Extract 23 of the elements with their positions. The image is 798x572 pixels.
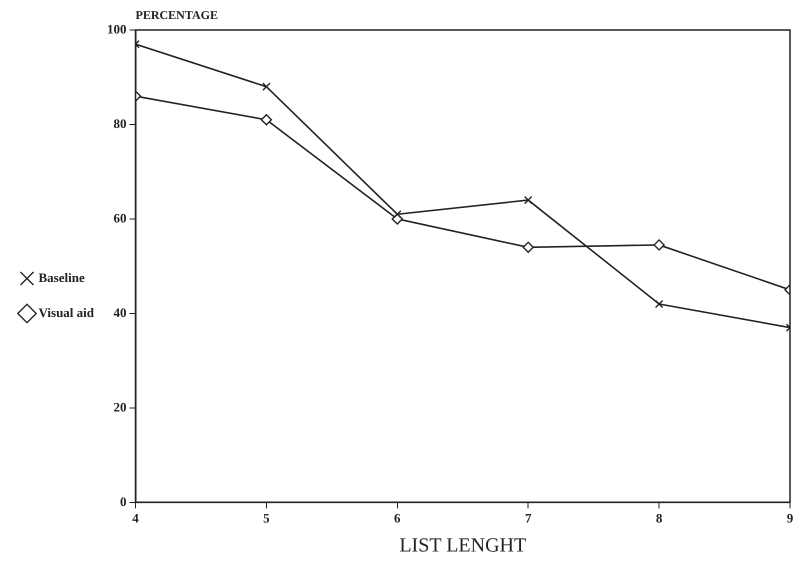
x-tick-label: 5 <box>263 510 270 526</box>
point <box>524 196 532 204</box>
x-tick-label: 6 <box>394 510 402 526</box>
y-tick-label: 40 <box>114 304 127 320</box>
x-tick-label: 9 <box>786 510 794 526</box>
x-axis-title: LIST LENGHT <box>399 534 526 556</box>
y-tick-label: 60 <box>114 210 127 226</box>
point <box>653 239 665 251</box>
y-tick-label: 20 <box>114 399 127 414</box>
point <box>262 82 271 91</box>
y-tick-label: 100 <box>107 21 127 36</box>
x-tick-label: 8 <box>656 510 663 526</box>
x-tick-label: 7 <box>524 510 532 526</box>
legend-label: Visual aid <box>38 304 95 320</box>
point <box>654 300 664 308</box>
x-tick-label: 4 <box>132 510 140 526</box>
y-axis-title: PERCENTAGE <box>136 8 218 22</box>
point <box>260 114 272 126</box>
legend-label: Baseline <box>38 270 85 285</box>
y-tick-label: 80 <box>114 116 127 131</box>
point <box>522 242 534 254</box>
y-tick-label: 0 <box>120 494 127 509</box>
point <box>393 210 402 218</box>
